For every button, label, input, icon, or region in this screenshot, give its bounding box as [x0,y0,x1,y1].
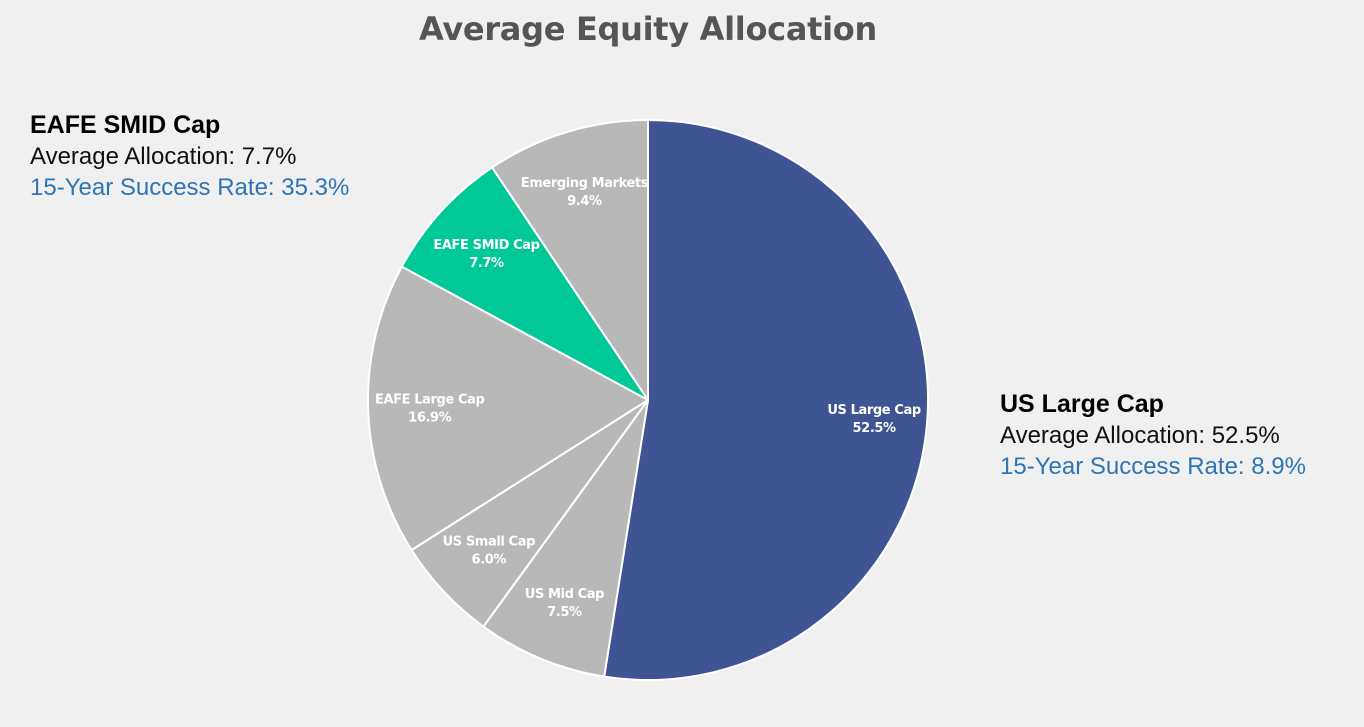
slice-us-large-cap [603,119,929,681]
pie-slices [367,119,929,681]
callout-allocation: Average Allocation: 52.5% [1000,422,1280,449]
slice-value-us-large-cap: 52.5% [853,421,896,436]
callout-name: EAFE SMID Cap [30,111,221,139]
slice-value-us-mid-cap: 7.5% [547,605,582,620]
slice-label-eafe-large-cap: EAFE Large Cap [375,393,484,408]
slice-us-mid-cap [482,399,649,678]
callout-name: US Large Cap [1000,390,1164,418]
slice-value-us-small-cap: 6.0% [472,553,507,568]
slice-emerging-markets [491,119,649,401]
callout-eafe-smid-cap: EAFE SMID Cap Average Allocation: 7.7% 1… [30,110,349,203]
slice-value-eafe-large-cap: 16.9% [408,411,451,426]
chart-title: Average Equity Allocation [419,10,877,48]
callout-us-large-cap: US Large Cap Average Allocation: 52.5% 1… [1000,389,1306,482]
slice-label-eafe-smid-cap: EAFE SMID Cap [433,238,539,253]
slice-label-us-mid-cap: US Mid Cap [525,587,604,602]
slice-eafe-smid-cap [400,166,649,401]
slice-value-eafe-smid-cap: 7.7% [469,256,504,271]
callout-allocation: Average Allocation: 7.7% [30,143,297,170]
slice-value-emerging-markets: 9.4% [567,194,602,209]
slice-label-emerging-markets: Emerging Markets [521,176,649,191]
callout-success-rate: 15-Year Success Rate: 35.3% [30,174,350,201]
slice-label-us-small-cap: US Small Cap [443,535,535,550]
slice-label-us-large-cap: US Large Cap [827,403,920,418]
pie-labels: US Large Cap 52.5% US Mid Cap 7.5% US Small … [375,176,921,620]
callout-success-rate: 15-Year Success Rate: 8.9% [1000,453,1306,480]
slice-eafe-large-cap [367,265,649,552]
